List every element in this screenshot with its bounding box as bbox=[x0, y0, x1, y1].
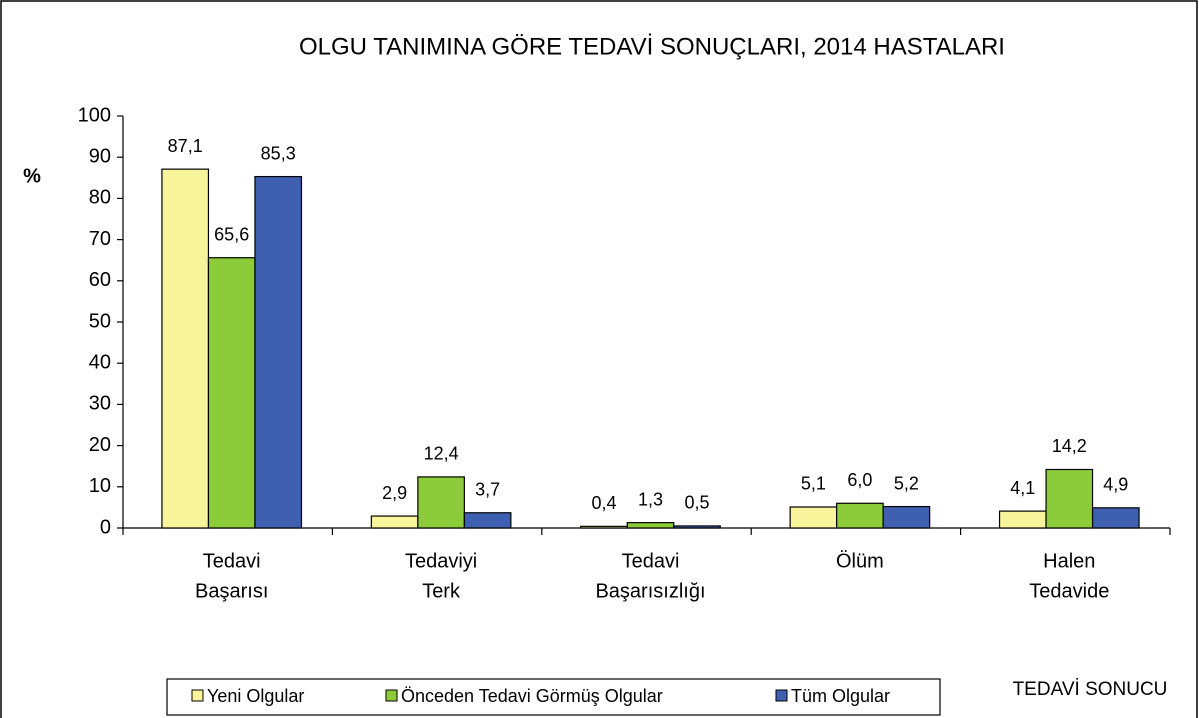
bar bbox=[1045, 468, 1094, 529]
value-label: 5,1 bbox=[801, 474, 826, 494]
value-label: 12,4 bbox=[424, 444, 459, 464]
y-tick-label: 20 bbox=[89, 434, 111, 456]
x-tick-label: Tedavi bbox=[203, 550, 261, 572]
value-label: 1,3 bbox=[638, 489, 663, 509]
x-tick-label: Ölüm bbox=[836, 550, 884, 572]
x-tick-label: Tedavi bbox=[622, 550, 680, 572]
bar bbox=[207, 257, 256, 529]
legend-swatch bbox=[191, 689, 204, 702]
bar bbox=[417, 476, 465, 529]
bar bbox=[161, 168, 210, 529]
y-tick-label: 30 bbox=[89, 393, 111, 415]
y-tick-label: 80 bbox=[89, 187, 111, 209]
legend-label: Tüm Olgular bbox=[791, 686, 890, 706]
x-tick-label: Terk bbox=[422, 580, 461, 602]
bar bbox=[463, 512, 512, 529]
bar bbox=[673, 525, 721, 529]
value-label: 4,1 bbox=[1010, 478, 1035, 498]
chart-title: OLGU TANIMINA GÖRE TEDAVİ SONUÇLARI, 201… bbox=[299, 33, 1005, 60]
y-tick-label: 90 bbox=[89, 145, 111, 167]
x-tick-label: Başarısı bbox=[195, 580, 268, 602]
legend-label: Önceden Tedavi Görmüş Olgular bbox=[401, 686, 663, 706]
y-tick-label: 100 bbox=[78, 104, 111, 126]
x-tick-label: Tedaviyi bbox=[405, 550, 477, 572]
value-label: 4,9 bbox=[1103, 475, 1128, 495]
legend-swatch bbox=[385, 689, 398, 702]
value-label: 0,4 bbox=[591, 493, 616, 513]
value-label: 2,9 bbox=[382, 483, 407, 503]
bar bbox=[836, 502, 884, 529]
x-tick-label: Tedavide bbox=[1029, 580, 1109, 602]
value-label: 5,2 bbox=[894, 473, 919, 493]
value-label: 0,5 bbox=[684, 493, 709, 513]
y-tick-label: 70 bbox=[89, 228, 111, 250]
bar bbox=[789, 506, 838, 529]
value-label: 6,0 bbox=[847, 470, 872, 490]
legend-label: Yeni Olgular bbox=[207, 686, 304, 706]
y-tick-label: 0 bbox=[100, 516, 111, 538]
value-label: 87,1 bbox=[168, 136, 203, 156]
value-label: 3,7 bbox=[475, 480, 500, 500]
x-tick-label: Halen bbox=[1043, 550, 1095, 572]
bar bbox=[1091, 507, 1140, 529]
x-axis-label: TEDAVİ SONUCU bbox=[1013, 679, 1168, 700]
value-label: 14,2 bbox=[1052, 436, 1087, 456]
bar bbox=[998, 510, 1047, 529]
y-tick-label: 60 bbox=[89, 269, 111, 291]
value-label: 85,3 bbox=[261, 143, 296, 163]
bar bbox=[882, 505, 931, 529]
legend-box bbox=[166, 678, 941, 716]
y-axis-label: % bbox=[23, 165, 41, 187]
legend-swatch bbox=[775, 689, 788, 702]
value-label: 65,6 bbox=[214, 224, 249, 244]
bar bbox=[254, 175, 303, 529]
x-tick-label: Başarısızlığı bbox=[595, 580, 705, 602]
y-tick-label: 50 bbox=[89, 310, 111, 332]
bar bbox=[626, 522, 675, 529]
y-tick-label: 10 bbox=[89, 475, 111, 497]
bar bbox=[370, 515, 419, 529]
bar bbox=[580, 525, 628, 529]
y-tick-label: 40 bbox=[89, 351, 111, 373]
